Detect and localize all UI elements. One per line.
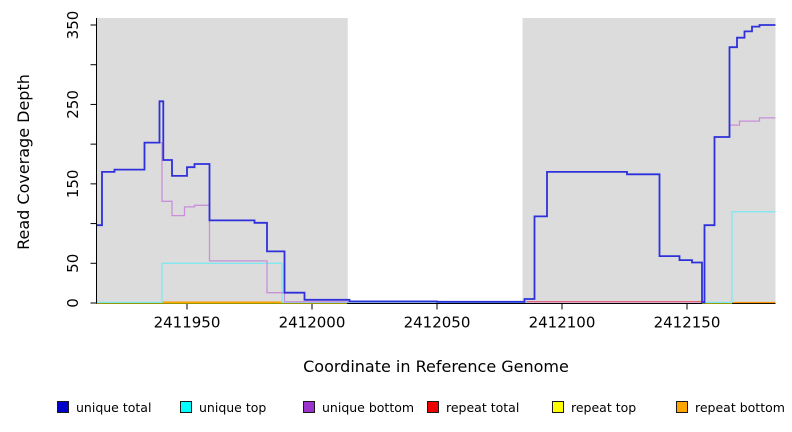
y-tick-label: 50 (64, 254, 82, 273)
background-panel (522, 18, 776, 304)
legend-swatch-icon (303, 401, 315, 413)
legend-swatch-icon (427, 401, 439, 413)
legend-item-repeat-bottom: repeat bottom (676, 395, 785, 419)
legend-label: unique bottom (322, 399, 415, 415)
y-tick-label: 250 (64, 90, 82, 119)
y-tick-label: 0 (64, 298, 82, 308)
x-tick-label: 2411950 (154, 314, 221, 332)
legend-label: repeat top (571, 399, 637, 415)
legend-swatch-icon (180, 401, 192, 413)
legend-label: repeat bottom (695, 399, 785, 415)
legend-swatch-icon (676, 401, 688, 413)
background-panel (97, 18, 348, 304)
legend-item-repeat-total: repeat total (427, 395, 519, 419)
x-tick-label: 2412100 (529, 314, 596, 332)
y-tick-label: 150 (64, 170, 82, 199)
x-tick-label: 2412150 (654, 314, 721, 332)
x-tick-label: 2412000 (279, 314, 346, 332)
legend: unique total unique top unique bottom repea… (0, 395, 792, 421)
legend-item-repeat-top: repeat top (552, 395, 636, 419)
legend-swatch-icon (552, 401, 564, 413)
legend-label: unique total (76, 399, 152, 415)
legend-item-unique-top: unique top (180, 395, 266, 419)
legend-swatch-icon (57, 401, 69, 413)
x-axis-title: Coordinate in Reference Genome (303, 357, 569, 376)
legend-label: unique top (199, 399, 267, 415)
legend-item-unique-total: unique total (57, 395, 151, 419)
y-tick-label: 350 (64, 11, 82, 40)
x-tick-label: 2412050 (404, 314, 471, 332)
y-axis-title: Read Coverage Depth (14, 74, 33, 250)
series-unique-total (97, 24, 776, 304)
legend-item-unique-bottom: unique bottom (303, 395, 414, 419)
legend-label: repeat total (446, 399, 520, 415)
